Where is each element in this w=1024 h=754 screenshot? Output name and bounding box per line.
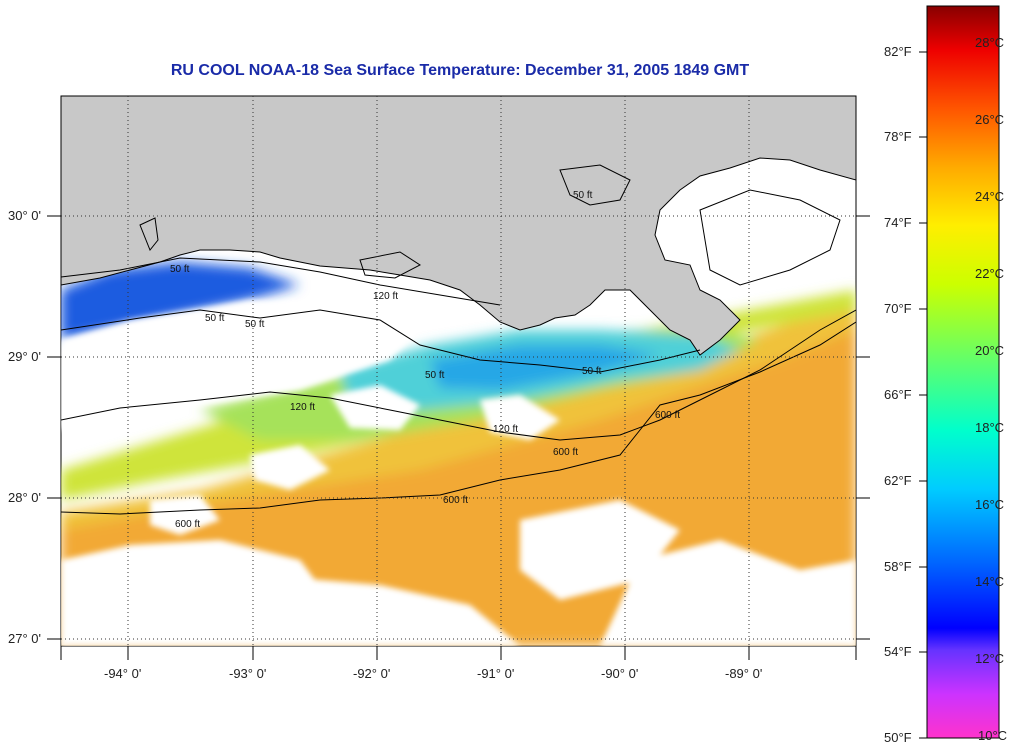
colorbar (926, 5, 1000, 739)
contour-label: 50 ft (582, 366, 602, 377)
celsius-label: 26°C (975, 112, 1005, 127)
lon-label: -90° 0' (601, 666, 639, 681)
celsius-label: 20°C (975, 343, 1005, 358)
fahrenheit-label: 54°F (884, 644, 912, 659)
celsius-label: 10°C (978, 728, 1008, 743)
lon-label: -89° 0' (725, 666, 763, 681)
fahrenheit-label: 78°F (884, 129, 912, 144)
contour-label-group: 50 ft 50 ft 50 ft 50 ft 50 ft 50 ft 120 … (170, 190, 680, 530)
celsius-label: 28°C (975, 35, 1005, 50)
contour-label: 120 ft (290, 402, 315, 413)
map-content (61, 96, 856, 646)
contour-label: 50 ft (205, 313, 225, 324)
graticule (61, 96, 856, 646)
land-mass (61, 96, 856, 356)
colorbar-ticks (919, 51, 927, 739)
contour-label: 50 ft (573, 190, 593, 201)
lon-label: -92° 0' (353, 666, 391, 681)
lat-label: 27° 0' (8, 631, 41, 646)
cloud-mask (61, 300, 856, 646)
depth-contours (61, 164, 856, 515)
fahrenheit-label: 66°F (884, 387, 912, 402)
map-title: RU COOL NOAA-18 Sea Surface Temperature:… (170, 62, 750, 79)
contour-label: 600 ft (655, 410, 680, 421)
contour-label: 600 ft (443, 495, 468, 506)
contour-label: 600 ft (553, 447, 578, 458)
celsius-label: 18°C (975, 420, 1005, 435)
lon-label: -94° 0' (104, 666, 142, 681)
contour-label: 600 ft (175, 519, 200, 530)
lat-label: 30° 0' (8, 208, 41, 223)
fahrenheit-label: 70°F (884, 301, 912, 316)
fahrenheit-label: 50°F (884, 730, 912, 745)
contour-label: 120 ft (493, 424, 518, 435)
lat-label: 29° 0' (8, 349, 41, 364)
land-fragments (204, 173, 612, 251)
fahrenheit-label: 74°F (884, 215, 912, 230)
fahrenheit-label: 62°F (884, 473, 912, 488)
celsius-label: 14°C (975, 574, 1005, 589)
fahrenheit-label: 82°F (884, 44, 912, 59)
fahrenheit-label: 58°F (884, 559, 912, 574)
contour-label: 50 ft (425, 370, 445, 381)
contour-label: 120 ft (373, 291, 398, 302)
frame-ticks (47, 215, 870, 660)
celsius-label: 24°C (975, 189, 1005, 204)
celsius-label: 12°C (975, 651, 1005, 666)
lon-label: -93° 0' (229, 666, 267, 681)
celsius-label: 22°C (975, 266, 1005, 281)
celsius-label: 16°C (975, 497, 1005, 512)
lon-label: -91° 0' (477, 666, 515, 681)
contour-label: 50 ft (245, 319, 265, 330)
lat-label: 28° 0' (8, 490, 41, 505)
contour-label: 50 ft (170, 264, 190, 275)
